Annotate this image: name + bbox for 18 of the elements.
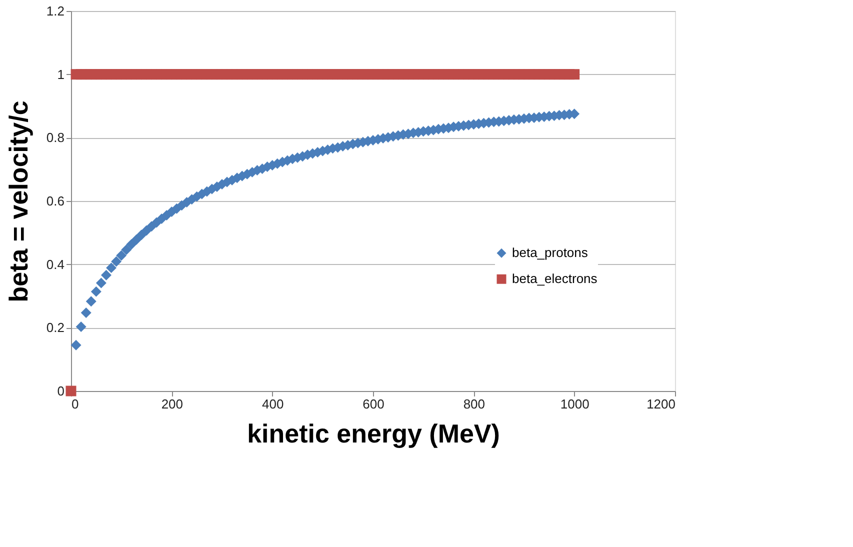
y-tick-label: 0.8 (46, 130, 64, 146)
x-tick-label: 400 (262, 396, 284, 412)
legend-label: beta_electrons (512, 271, 598, 286)
legend-label: beta_protons (512, 245, 588, 260)
y-tick-label: 1 (57, 66, 64, 82)
y-axis-title: beta = velocity/c (3, 100, 34, 302)
x-tick-label: 0 (72, 396, 79, 412)
y-tick-label: 0.4 (46, 256, 64, 272)
x-tick-label: 1200 (646, 396, 676, 412)
y-tick-label: 0.2 (46, 320, 64, 336)
x-tick-label: 800 (463, 396, 486, 412)
y-tick-label: 0.6 (46, 194, 64, 208)
x-tick-label: 1000 (560, 396, 590, 412)
x-axis-title: kinetic energy (MeV) (247, 418, 500, 448)
y-tick-label: 0 (57, 384, 64, 398)
x-tick-label: 600 (362, 396, 384, 412)
x-tick-label: 200 (161, 396, 184, 412)
y-tick-label: 1.2 (46, 4, 64, 18)
